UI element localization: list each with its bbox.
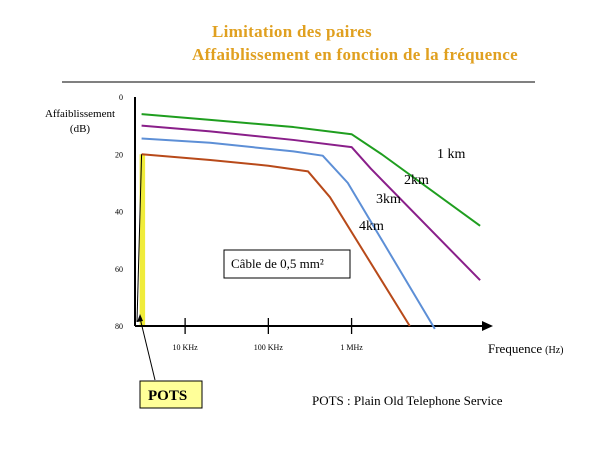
pots-label: POTS [148, 388, 187, 404]
x-axis-arrow [482, 321, 493, 331]
y-tick-labels: 0 20 40 60 80 [115, 93, 123, 331]
series-label-2km: 2km [404, 173, 429, 188]
y-axis-label-line1: Affaiblissement [45, 108, 115, 120]
series-line-3km [141, 137, 436, 330]
pots-boundary-line [136, 154, 143, 323]
series-label-1km: 1 km [437, 147, 466, 162]
chart-title-line2: Affaiblissement en fonction de la fréque… [192, 45, 518, 64]
chart-title-line1: Limitation des paires [212, 22, 372, 41]
x-ticks: 10 KHz 100 KHz 1 MHz [173, 318, 363, 352]
x-tick-label: 1 MHz [340, 343, 363, 352]
series-label-4km: 4km [359, 219, 384, 234]
pots-pointer-head [137, 314, 143, 322]
x-axis-label: Frequence (Hz) [488, 341, 563, 356]
x-tick-label: 100 KHz [254, 343, 284, 352]
cable-annotation-box [223, 249, 351, 279]
footnote: POTS : Plain Old Telephone Service [312, 393, 503, 408]
series-line-4km [141, 153, 411, 327]
pots-label-box [139, 380, 203, 409]
pots-pointer [139, 317, 156, 381]
y-tick-label: 80 [115, 322, 123, 331]
y-tick-label: 60 [115, 265, 123, 274]
y-tick-label: 20 [115, 150, 123, 159]
y-axis-label-line2: (dB) [70, 123, 91, 135]
cable-annotation: Câble de 0,5 mm² [231, 256, 324, 271]
x-tick-label: 10 KHz [173, 343, 199, 352]
series-layer [136, 113, 481, 330]
y-tick-label: 0 [119, 93, 123, 102]
y-tick-label: 40 [115, 208, 123, 217]
pots-region [139, 154, 146, 326]
series-label-3km: 3km [376, 192, 401, 207]
series-line-2km [141, 124, 481, 281]
series-line-1km [141, 113, 481, 227]
